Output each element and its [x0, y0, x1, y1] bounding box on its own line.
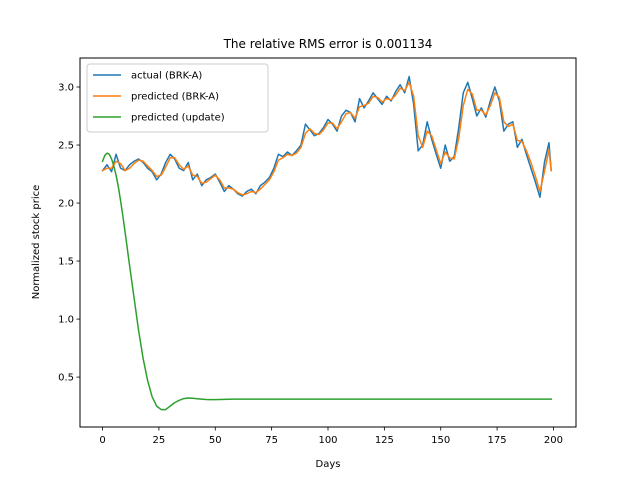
x-tick-label: 0: [99, 435, 105, 446]
axes-frame: [79, 57, 577, 428]
x-tick-label: 200: [544, 435, 563, 446]
y-tick-label: 3.0: [58, 83, 74, 94]
series-line-actual-brk-a: [101, 75, 553, 198]
y-tick-label: 2.5: [58, 141, 74, 152]
x-tick-label: 75: [265, 435, 278, 446]
x-tick-label: 125: [375, 435, 394, 446]
x-tick-label: 25: [153, 435, 166, 446]
legend-label-predicted-update: predicted (update): [131, 113, 225, 124]
chart-title: The relative RMS error is 0.001134: [223, 37, 433, 51]
legend: actual (BRK-A) predicted (BRK-A) predicted…: [86, 63, 269, 133]
series-line-predicted-brk-a: [101, 81, 553, 196]
x-tick-label: 175: [488, 435, 507, 446]
y-tick-label: 1.5: [58, 257, 74, 268]
y-axis-label: Normalized stock price: [31, 185, 42, 300]
x-tick-label: 100: [318, 435, 337, 446]
x-axis-label: Days: [316, 459, 341, 470]
x-tick-label: 50: [209, 435, 222, 446]
y-tick-label: 1.0: [58, 315, 74, 326]
x-axis: 0 25 50 75 100 125 150 175 200: [99, 427, 563, 446]
x-tick-label: 150: [431, 435, 450, 446]
series-lines: [101, 75, 553, 411]
y-tick-label: 2.0: [58, 199, 74, 210]
y-axis: 0.5 1.0 1.5 2.0 2.5 3.0: [58, 83, 80, 384]
legend-label-actual-brk-a: actual (BRK-A): [131, 71, 202, 82]
y-tick-label: 0.5: [58, 373, 74, 384]
series-line-predicted-update: [101, 152, 552, 411]
legend-label-predicted-brk-a: predicted (BRK-A): [131, 92, 219, 103]
legend-box: [86, 63, 269, 133]
